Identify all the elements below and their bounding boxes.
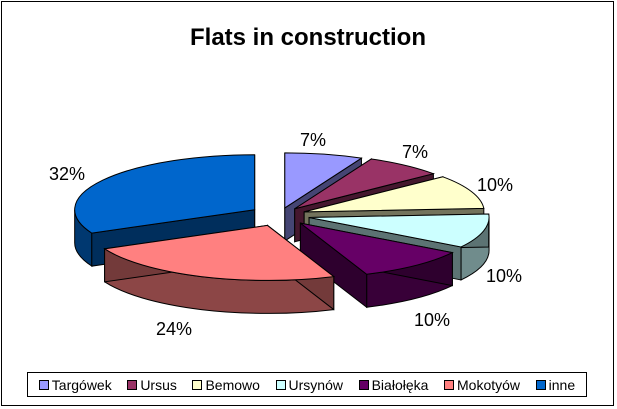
legend-swatch xyxy=(535,379,546,390)
legend-item-7: inne xyxy=(535,376,576,393)
data-label-1: 7% xyxy=(300,130,326,150)
pie-slice-6 xyxy=(103,224,336,314)
legend-swatch xyxy=(444,379,455,390)
data-label-2: 7% xyxy=(402,142,428,162)
legend-item-5: Białołęka xyxy=(358,376,429,393)
pie-slice-5 xyxy=(299,222,454,309)
legend-label: inne xyxy=(548,376,576,393)
legend-label: Mokotyów xyxy=(457,376,521,393)
data-label-3: 10% xyxy=(477,175,513,195)
legend-item-6: Mokotyów xyxy=(444,377,520,393)
legend-label: Ursynów xyxy=(288,376,343,393)
data-label-5: 10% xyxy=(414,310,450,330)
legend-label: Białołęka xyxy=(371,376,429,393)
pie-slices xyxy=(74,152,490,314)
legend-swatch xyxy=(127,379,138,390)
legend-swatch xyxy=(358,379,369,390)
data-label-4: 10% xyxy=(486,266,522,286)
legend-label: Targówek xyxy=(51,376,112,393)
legend-item-4: Ursynów xyxy=(275,376,343,393)
legend-item-1: Targówek xyxy=(38,376,112,393)
chart-title: Flats in construction xyxy=(190,24,426,51)
legend-item-3: Bemowo xyxy=(192,376,260,393)
legend-item-2: Ursus xyxy=(127,377,177,393)
data-labels: 7% 7% 10% 10% 10% 24% 32% xyxy=(49,130,522,339)
legend-swatch xyxy=(275,379,286,390)
legend-label: Ursus xyxy=(140,376,177,393)
legend: Targówek Ursus Bemowo Ursynów Białołęka Mokot… xyxy=(27,372,587,397)
data-label-7: 32% xyxy=(49,164,85,184)
legend-swatch xyxy=(192,379,203,390)
data-label-6: 24% xyxy=(156,319,192,339)
legend-label: Bemowo xyxy=(205,376,260,393)
legend-swatch xyxy=(38,379,49,390)
